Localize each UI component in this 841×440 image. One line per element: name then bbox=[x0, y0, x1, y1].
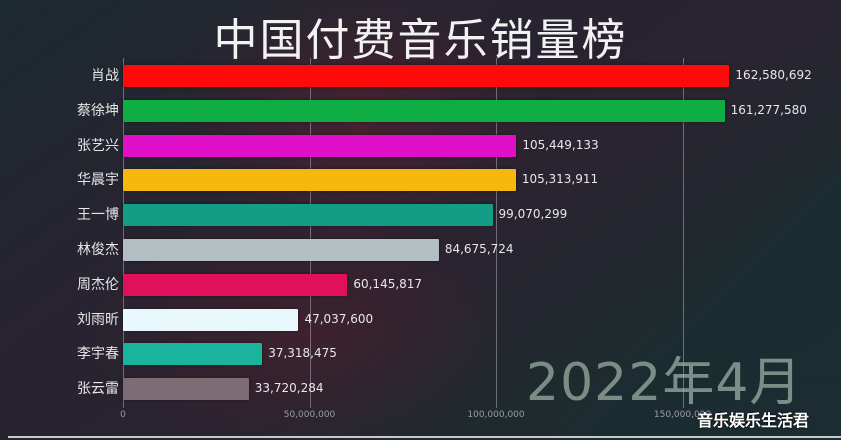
bar bbox=[123, 273, 348, 296]
bar bbox=[123, 239, 439, 261]
category-label: 李宇春 bbox=[77, 346, 119, 363]
period-label: 2022年4月 bbox=[526, 353, 803, 413]
bar-row: 37,318,475 李宇春 bbox=[77, 335, 823, 371]
category-label: 华晨宇 bbox=[77, 172, 119, 189]
chart-title: 中国付费音乐销量榜 bbox=[213, 15, 628, 66]
bar bbox=[123, 308, 299, 331]
x-tick-label: 50,000,000 bbox=[283, 410, 336, 420]
bar bbox=[123, 204, 493, 227]
x-tick-label: 0 bbox=[120, 410, 126, 420]
bar-row: 105,449,133 张艺兴 bbox=[77, 127, 823, 163]
bar bbox=[123, 343, 263, 366]
value-label: 105,313,911 bbox=[521, 172, 599, 187]
x-tick-label: 100,000,000 bbox=[467, 410, 525, 420]
category-label: 张艺兴 bbox=[77, 137, 119, 154]
bar bbox=[123, 65, 730, 87]
bar-row: 47,037,600 刘雨昕 bbox=[77, 301, 823, 337]
gridline bbox=[309, 58, 311, 408]
value-label: 162,580,692 bbox=[735, 68, 812, 82]
progress-bar bbox=[8, 436, 841, 438]
watermark: 音乐娱乐生活君 bbox=[697, 411, 810, 430]
category-label: 张云雷 bbox=[77, 381, 119, 398]
value-label: 99,070,299 bbox=[498, 207, 568, 222]
value-label: 47,037,600 bbox=[304, 311, 374, 326]
bar-row: 60,145,817 周杰伦 bbox=[77, 266, 823, 302]
category-label: 蔡徐坤 bbox=[77, 102, 119, 119]
bar-row: 162,580,692 肖战 bbox=[91, 57, 823, 93]
bar-row: 161,277,580 蔡徐坤 bbox=[77, 92, 823, 128]
bar-row: 99,070,299 王一博 bbox=[77, 196, 823, 232]
gridline bbox=[123, 58, 124, 408]
value-label: 60,145,817 bbox=[353, 276, 423, 291]
bar bbox=[123, 378, 249, 401]
background-decoration bbox=[560, 120, 841, 440]
gridline bbox=[682, 58, 684, 408]
plot-area: 0 50,000,000 100,000,000 150,000,000 162,580… bbox=[77, 57, 823, 420]
value-label: 84,675,724 bbox=[444, 242, 514, 256]
x-tick-label: 150,000,000 bbox=[653, 410, 712, 420]
gridline bbox=[496, 58, 497, 408]
value-label: 33,720,284 bbox=[254, 381, 324, 396]
bar bbox=[123, 134, 517, 157]
bar-row: 84,675,724 林俊杰 bbox=[77, 231, 823, 267]
bar-row: 33,720,284 张云雷 bbox=[77, 370, 823, 406]
category-label: 刘雨昕 bbox=[77, 311, 119, 328]
bar-row: 105,313,911 华晨宇 bbox=[77, 161, 823, 197]
value-label: 161,277,580 bbox=[730, 102, 807, 117]
category-label: 周杰伦 bbox=[77, 276, 119, 293]
category-label: 肖战 bbox=[91, 68, 119, 84]
value-label: 37,318,475 bbox=[268, 346, 337, 361]
value-label: 105,449,133 bbox=[522, 137, 599, 152]
category-label: 林俊杰 bbox=[77, 242, 119, 258]
bar bbox=[123, 169, 516, 192]
bar bbox=[123, 99, 725, 122]
category-label: 王一博 bbox=[77, 207, 119, 224]
